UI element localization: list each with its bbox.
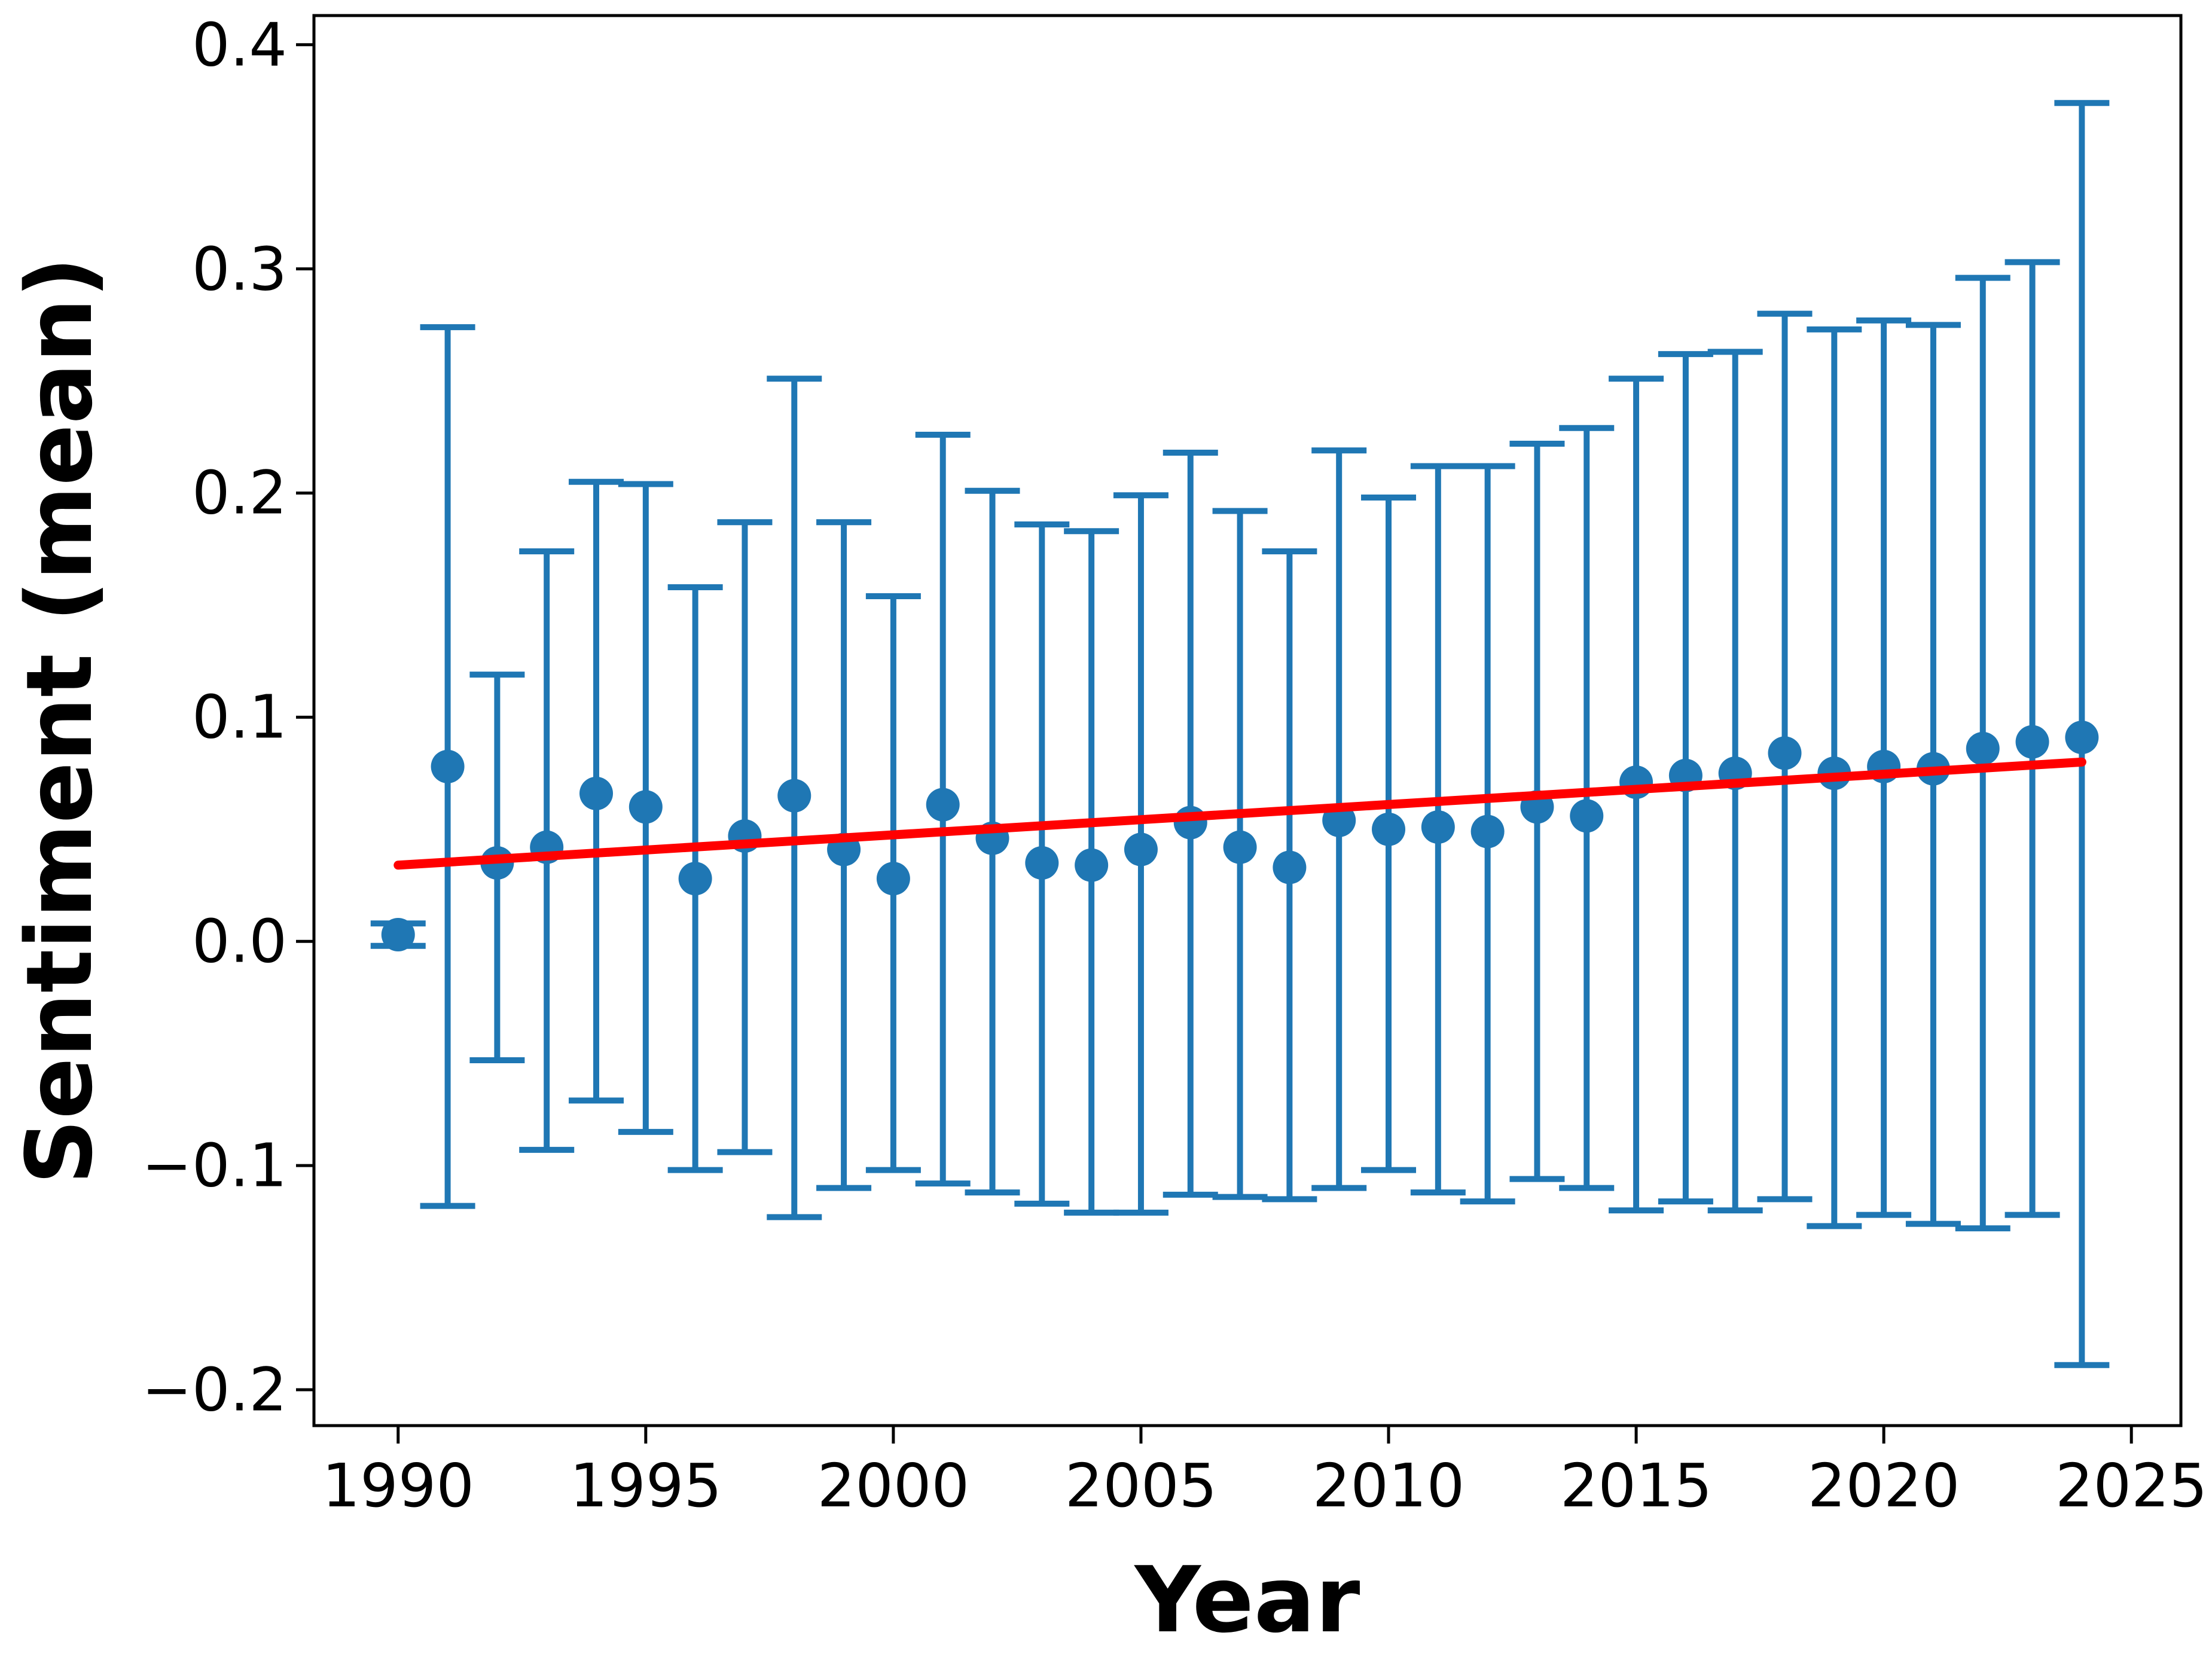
axis-frame (312, 14, 2183, 1427)
data-point-marker-1998 (777, 779, 811, 813)
data-point-marker-1995 (628, 790, 663, 824)
data-point-marker-2010 (1372, 812, 1406, 846)
x-tick-label-2025: 2025 (2055, 1451, 2208, 1521)
data-point-marker-1990 (381, 918, 415, 952)
y-tick-label-0.0: 0.0 (191, 906, 287, 977)
trend-line (393, 757, 2086, 870)
x-tick-label-2005: 2005 (1064, 1451, 1218, 1521)
data-point-marker-2000 (876, 862, 910, 896)
x-tick-label-1995: 1995 (569, 1451, 722, 1521)
data-point-marker-2004 (1075, 848, 1109, 882)
data-point-marker-2014 (1570, 799, 1604, 833)
data-point-marker-2008 (1273, 850, 1307, 884)
y-tick-label-0.4: 0.4 (191, 10, 287, 80)
data-point-marker-1991 (431, 749, 465, 783)
y-tick-label-0.1: 0.1 (191, 682, 287, 752)
y-tick-label-0.3: 0.3 (191, 234, 287, 304)
y-tick-label-−0.1: −0.1 (142, 1130, 287, 1201)
x-tick-label-2000: 2000 (817, 1451, 970, 1521)
data-point-marker-1996 (678, 862, 712, 896)
x-tick-label-2015: 2015 (1560, 1451, 1713, 1521)
plot-area (296, 14, 2183, 1444)
data-point-marker-2012 (1470, 814, 1505, 849)
data-point-marker-2023 (2015, 725, 2049, 759)
data-point-marker-2011 (1421, 810, 1455, 844)
data-point-marker-1994 (579, 776, 614, 810)
data-point-marker-2007 (1223, 830, 1257, 864)
x-axis-title: Year (1134, 1547, 1360, 1653)
data-point-marker-2003 (1025, 846, 1059, 880)
data-point-marker-2006 (1173, 805, 1207, 840)
data-point-marker-2005 (1124, 832, 1158, 866)
y-tick-label-0.2: 0.2 (191, 457, 287, 528)
data-point-marker-2022 (1966, 731, 2000, 765)
data-point-marker-2018 (1768, 736, 1802, 770)
data-point-marker-2001 (926, 788, 960, 822)
x-tick-label-2010: 2010 (1312, 1451, 1465, 1521)
y-tick-label-−0.2: −0.2 (142, 1354, 287, 1425)
y-axis-title: Sentiment (mean) (7, 257, 112, 1185)
data-point-marker-2024 (2065, 721, 2099, 755)
x-tick-label-1990: 1990 (322, 1451, 475, 1521)
x-tick-label-2020: 2020 (1807, 1451, 1960, 1521)
